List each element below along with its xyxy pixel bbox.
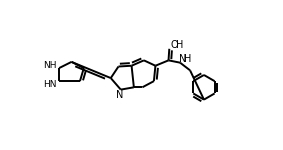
- Text: O: O: [171, 40, 179, 50]
- Text: N: N: [179, 54, 186, 64]
- Text: N: N: [115, 90, 123, 100]
- Text: H: H: [184, 54, 192, 64]
- Text: H: H: [176, 40, 184, 50]
- Text: HN: HN: [43, 80, 57, 89]
- Text: NH: NH: [43, 61, 57, 70]
